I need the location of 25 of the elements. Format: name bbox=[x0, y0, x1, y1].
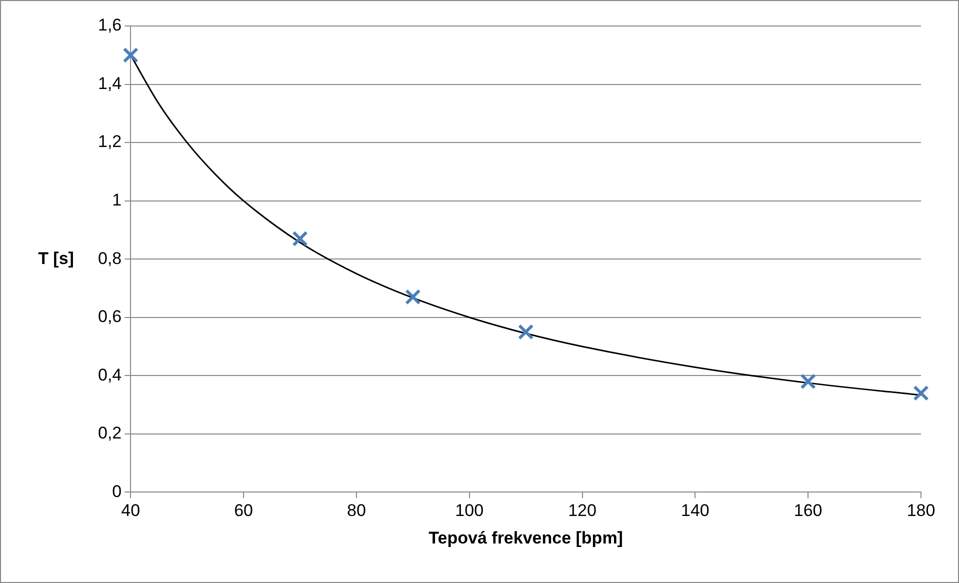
x-tick-label: 120 bbox=[568, 501, 596, 520]
x-tick-label: 80 bbox=[346, 501, 366, 520]
point bbox=[518, 324, 534, 340]
x-tick-label: 180 bbox=[906, 501, 936, 520]
x-tick-label: 160 bbox=[794, 501, 822, 520]
y-axis-title: T [s] bbox=[38, 248, 74, 268]
x-tick-label: 140 bbox=[680, 501, 710, 520]
point bbox=[122, 47, 138, 63]
point bbox=[800, 374, 816, 390]
point bbox=[292, 230, 308, 247]
y-tick-label: 1,6 bbox=[98, 16, 122, 35]
y-tick-label: 0 bbox=[112, 482, 122, 501]
y-tick-label: 0,6 bbox=[98, 307, 122, 326]
x-tick-label: 40 bbox=[121, 501, 140, 520]
y-tick-label: 0,2 bbox=[98, 424, 122, 443]
y-tick-label: 1,4 bbox=[98, 74, 122, 93]
point bbox=[405, 289, 421, 305]
y-tick-label: 0,8 bbox=[98, 248, 122, 268]
x-tick-label: 60 bbox=[234, 501, 254, 520]
y-tick-label: 1,2 bbox=[98, 132, 122, 152]
x-axis-title: Tepová frekvence [bpm] bbox=[428, 528, 623, 548]
y-tick-label: 0,4 bbox=[98, 365, 122, 384]
x-tick-label: 100 bbox=[455, 501, 484, 520]
y-tick-label: 1 bbox=[112, 190, 122, 210]
point bbox=[913, 385, 929, 401]
